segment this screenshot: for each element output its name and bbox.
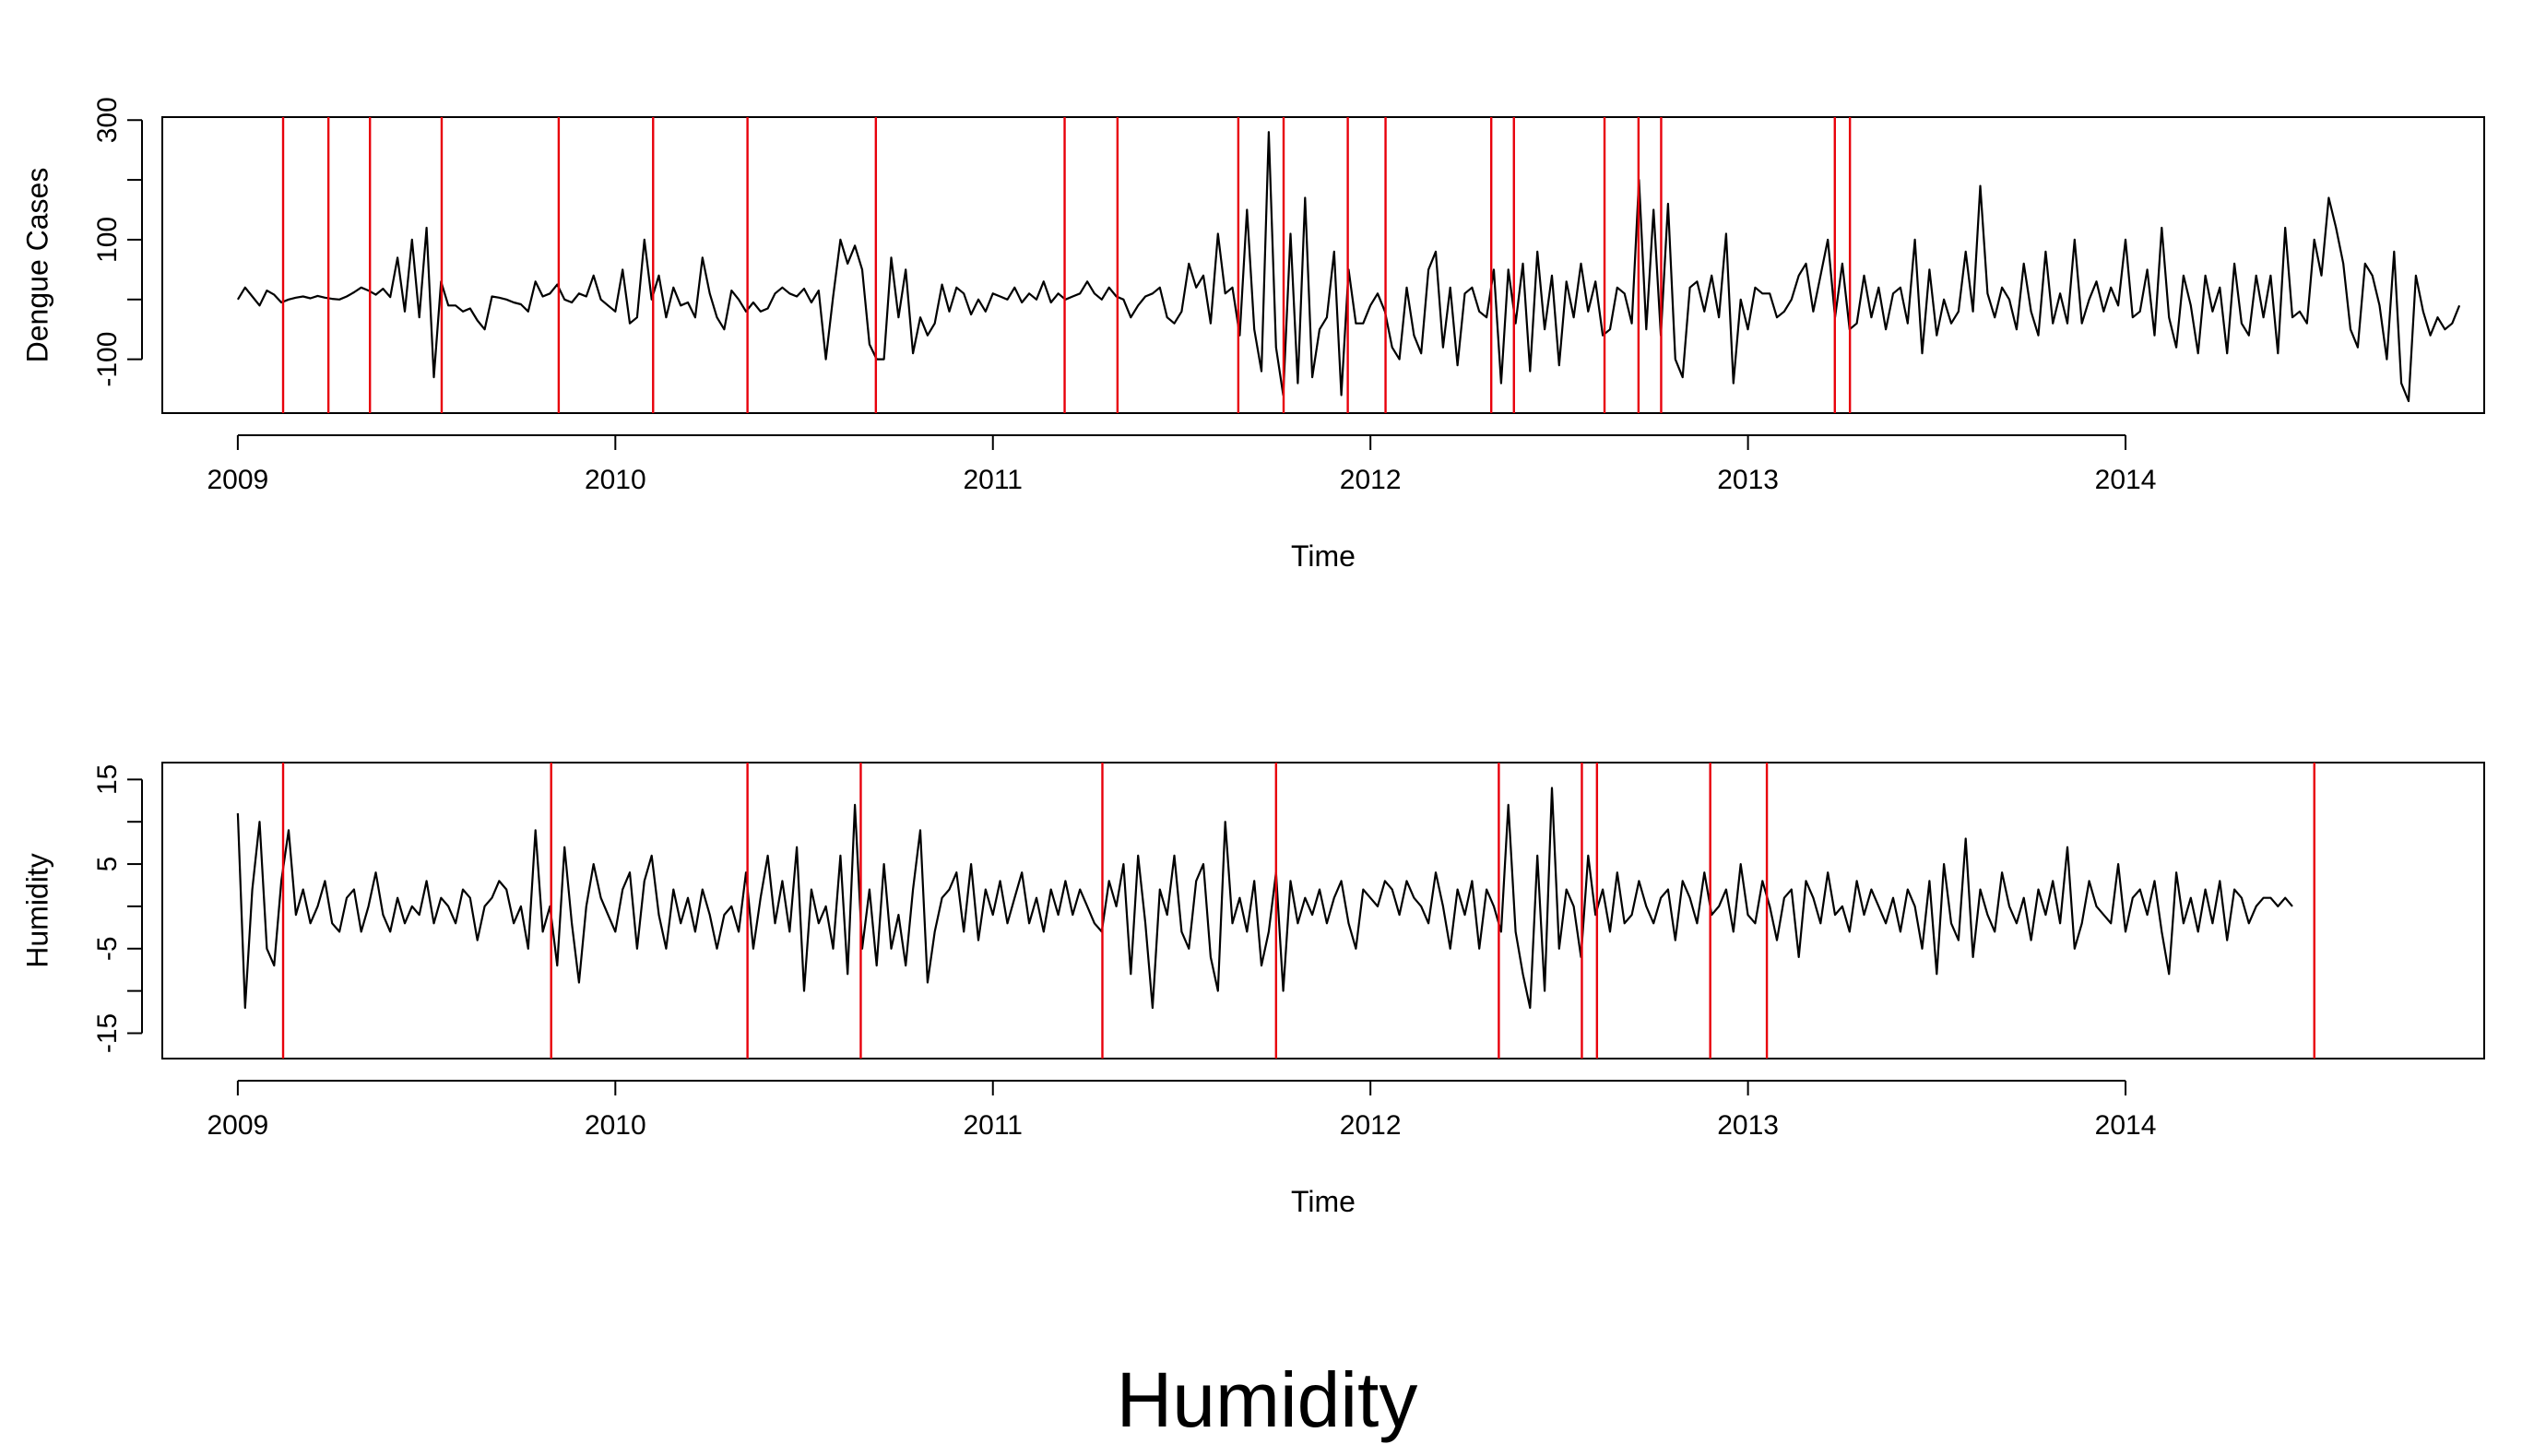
- x-tick-label: 2010: [585, 1110, 646, 1141]
- plot-frame: [161, 116, 2485, 414]
- x-tick-label: 2014: [2095, 465, 2157, 495]
- y-tick-label: -5: [92, 936, 123, 961]
- x-tick-label: 2014: [2095, 1110, 2157, 1141]
- humidity-panel: 2009 2010 2011 2012 2013 2014 Time 15 5 -5 -15 Humi…: [20, 762, 2485, 1218]
- x-tick-label: 2013: [1717, 1110, 1779, 1141]
- y-tick-label: 300: [92, 97, 123, 143]
- x-tick-label: 2009: [207, 1110, 269, 1141]
- y-tick-label: -15: [92, 1013, 123, 1053]
- figure-caption: Humidity: [1116, 1356, 1418, 1443]
- dengue-cases-panel: 2009 2010 2011 2012 2013 2014 Time 300 100 -100 De…: [20, 97, 2485, 573]
- x-axis-title: Time: [1291, 539, 1356, 573]
- y-tick-label: 100: [92, 217, 123, 263]
- x-tick-label: 2012: [1340, 1110, 1402, 1141]
- y-axis-title: Humidity: [20, 853, 53, 967]
- y-tick-label: -100: [92, 332, 123, 387]
- x-tick-label: 2010: [585, 465, 646, 495]
- x-tick-label: 2009: [207, 465, 269, 495]
- x-tick-label: 2011: [963, 1110, 1023, 1141]
- x-tick-label: 2012: [1340, 465, 1402, 495]
- x-tick-label: 2011: [963, 465, 1023, 495]
- x-tick-label: 2013: [1717, 465, 1779, 495]
- y-tick-label: 5: [92, 857, 123, 872]
- x-axis-title: Time: [1291, 1185, 1356, 1218]
- series-line: [236, 787, 2293, 1010]
- y-tick-label: 15: [92, 764, 123, 795]
- y-axis-title: Dengue Cases: [20, 168, 53, 363]
- plot-frame: [161, 762, 2485, 1059]
